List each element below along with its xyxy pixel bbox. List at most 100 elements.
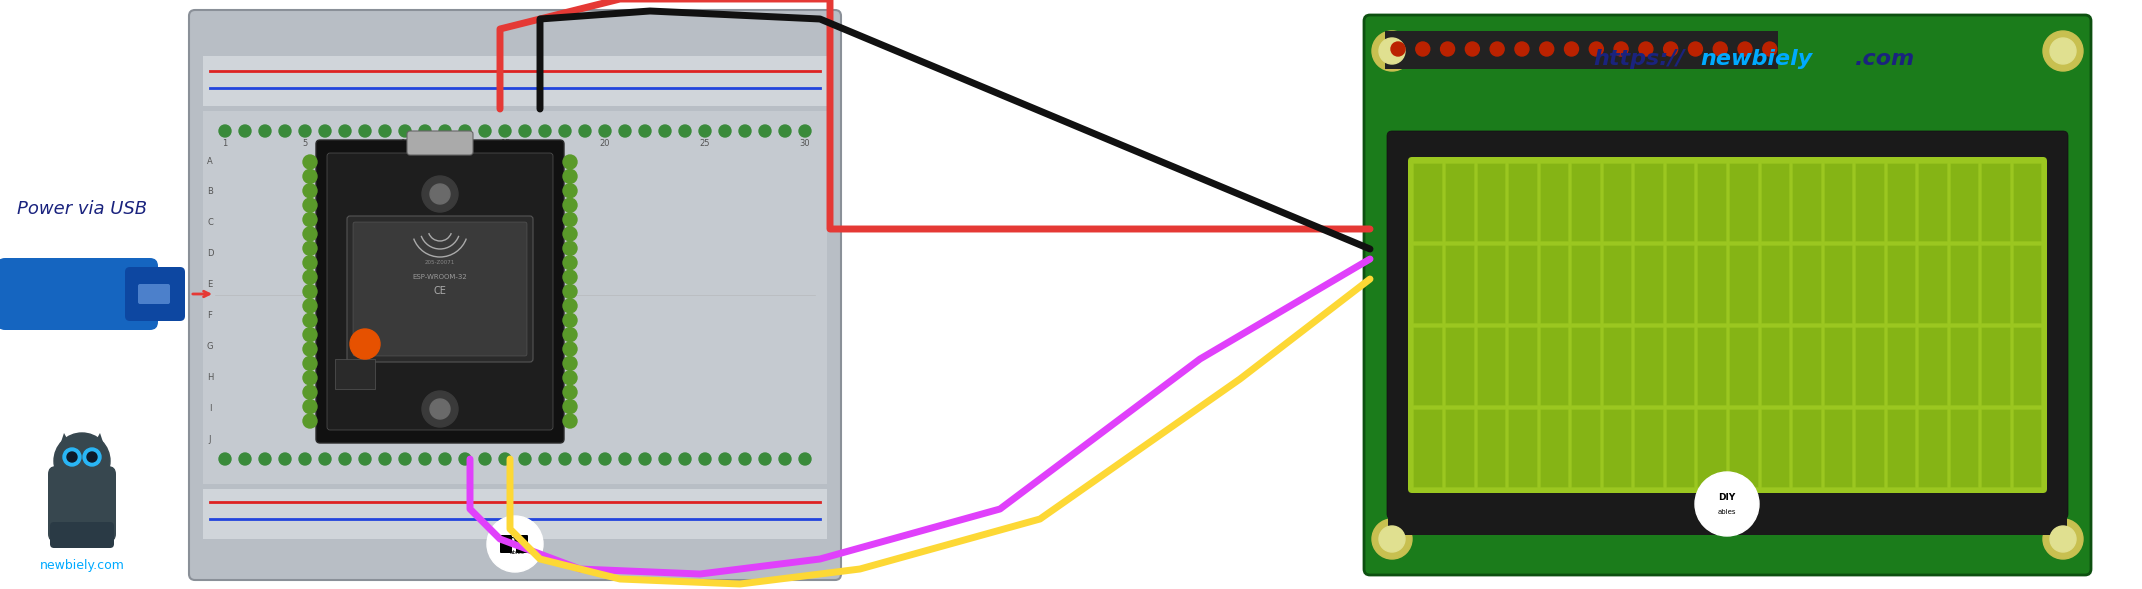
Text: F: F: [208, 311, 212, 320]
Circle shape: [679, 453, 692, 465]
FancyBboxPatch shape: [1793, 163, 1821, 241]
Circle shape: [1390, 42, 1405, 56]
FancyBboxPatch shape: [1476, 326, 1506, 405]
Circle shape: [379, 453, 392, 465]
Circle shape: [563, 227, 576, 241]
Circle shape: [1639, 42, 1654, 56]
Circle shape: [518, 125, 531, 137]
FancyBboxPatch shape: [328, 153, 553, 430]
FancyBboxPatch shape: [1634, 163, 1662, 241]
Circle shape: [1373, 31, 1412, 71]
Circle shape: [563, 342, 576, 356]
Circle shape: [563, 184, 576, 198]
Circle shape: [1540, 42, 1553, 56]
Circle shape: [302, 270, 317, 284]
FancyBboxPatch shape: [1761, 244, 1789, 323]
FancyBboxPatch shape: [2013, 163, 2041, 241]
FancyBboxPatch shape: [1949, 244, 1979, 323]
FancyBboxPatch shape: [1508, 244, 1536, 323]
Text: https://: https://: [1594, 49, 1686, 69]
Circle shape: [720, 125, 730, 137]
FancyBboxPatch shape: [188, 10, 842, 580]
Circle shape: [499, 453, 512, 465]
Circle shape: [638, 125, 651, 137]
Circle shape: [458, 453, 471, 465]
Circle shape: [660, 125, 670, 137]
FancyBboxPatch shape: [1414, 244, 1442, 323]
FancyBboxPatch shape: [1572, 409, 1600, 487]
Circle shape: [1688, 42, 1703, 56]
Text: DIY: DIY: [1718, 494, 1735, 502]
Circle shape: [540, 125, 550, 137]
Circle shape: [619, 125, 632, 137]
Circle shape: [319, 453, 332, 465]
Circle shape: [679, 125, 692, 137]
FancyBboxPatch shape: [1729, 409, 1759, 487]
Circle shape: [302, 299, 317, 313]
FancyBboxPatch shape: [1761, 163, 1789, 241]
FancyBboxPatch shape: [1602, 163, 1632, 241]
FancyBboxPatch shape: [1729, 163, 1759, 241]
Polygon shape: [90, 433, 107, 457]
Circle shape: [379, 125, 392, 137]
FancyBboxPatch shape: [203, 111, 827, 484]
FancyBboxPatch shape: [1446, 326, 1474, 405]
FancyBboxPatch shape: [1540, 163, 1568, 241]
FancyBboxPatch shape: [1386, 31, 1778, 69]
Text: newbiely: newbiely: [1701, 49, 1812, 69]
FancyBboxPatch shape: [1793, 244, 1821, 323]
FancyBboxPatch shape: [1696, 326, 1726, 405]
Circle shape: [563, 284, 576, 299]
FancyBboxPatch shape: [1949, 326, 1979, 405]
FancyBboxPatch shape: [1414, 326, 1442, 405]
Text: H: H: [208, 373, 214, 382]
Circle shape: [302, 256, 317, 270]
Circle shape: [480, 125, 491, 137]
Circle shape: [420, 125, 431, 137]
Text: C: C: [208, 219, 212, 227]
FancyBboxPatch shape: [203, 489, 827, 539]
Circle shape: [439, 125, 452, 137]
FancyBboxPatch shape: [1476, 409, 1506, 487]
FancyBboxPatch shape: [1855, 326, 1883, 405]
Circle shape: [1694, 472, 1759, 536]
Text: https://newbiely.com: https://newbiely.com: [388, 155, 613, 323]
Circle shape: [302, 170, 317, 183]
FancyBboxPatch shape: [1696, 409, 1726, 487]
Circle shape: [302, 313, 317, 327]
FancyBboxPatch shape: [499, 535, 512, 553]
FancyBboxPatch shape: [1919, 163, 1947, 241]
FancyBboxPatch shape: [1855, 244, 1883, 323]
Circle shape: [431, 399, 450, 419]
Circle shape: [62, 448, 81, 466]
FancyBboxPatch shape: [1540, 409, 1568, 487]
Circle shape: [360, 453, 371, 465]
FancyBboxPatch shape: [1981, 244, 2009, 323]
Circle shape: [240, 453, 251, 465]
Circle shape: [739, 125, 752, 137]
FancyBboxPatch shape: [1602, 409, 1632, 487]
FancyBboxPatch shape: [1823, 163, 1853, 241]
Circle shape: [398, 453, 411, 465]
FancyBboxPatch shape: [137, 284, 169, 304]
Circle shape: [619, 453, 632, 465]
FancyBboxPatch shape: [317, 140, 563, 443]
Circle shape: [638, 453, 651, 465]
FancyBboxPatch shape: [1388, 131, 2067, 519]
FancyBboxPatch shape: [1887, 163, 1915, 241]
Circle shape: [1589, 42, 1604, 56]
Circle shape: [300, 453, 311, 465]
FancyBboxPatch shape: [1388, 472, 2067, 535]
FancyBboxPatch shape: [516, 535, 527, 553]
Circle shape: [563, 198, 576, 212]
FancyBboxPatch shape: [1696, 163, 1726, 241]
Text: D: D: [208, 249, 214, 258]
FancyBboxPatch shape: [1407, 157, 2048, 493]
FancyBboxPatch shape: [1949, 163, 1979, 241]
Circle shape: [302, 227, 317, 241]
FancyBboxPatch shape: [1414, 409, 1442, 487]
FancyBboxPatch shape: [1855, 163, 1883, 241]
FancyBboxPatch shape: [1540, 244, 1568, 323]
Circle shape: [600, 453, 610, 465]
Circle shape: [240, 125, 251, 137]
